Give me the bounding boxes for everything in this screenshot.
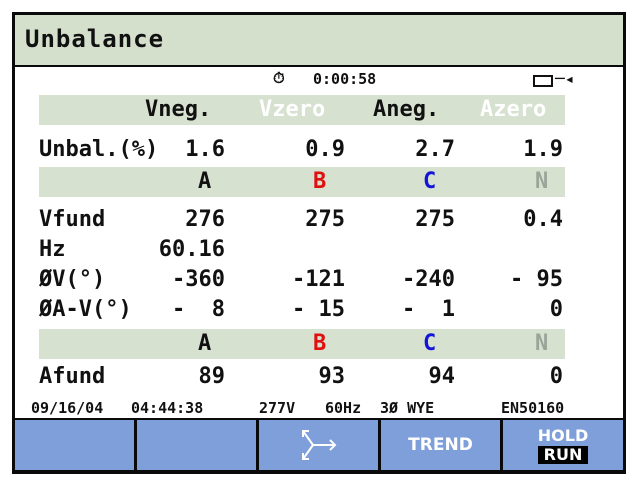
vneg-header: Vneg.: [145, 97, 212, 122]
vfund-c-value: 275: [415, 207, 455, 232]
hz-value: 60.16: [158, 237, 225, 262]
phase-a-label-2: A: [198, 331, 212, 356]
vfund-b-value: 275: [305, 207, 345, 232]
phase-v-label: ØV(°): [39, 267, 106, 292]
phase-band-1: [39, 167, 565, 197]
footer-frequency: 60Hz: [325, 399, 362, 417]
phase-v-c-value: -240: [402, 267, 455, 292]
azero-header: Azero: [480, 97, 547, 122]
phase-n-label-2: N: [535, 331, 549, 356]
phase-av-b-value: - 15: [292, 297, 345, 322]
timer-readout: 0:00:58: [313, 70, 377, 88]
phase-b-label-2: B: [313, 331, 327, 356]
softkey-bar: TREND HOLD RUN: [15, 420, 623, 470]
vfund-label: Vfund: [39, 207, 106, 232]
page-title: Unbalance: [25, 25, 165, 53]
phase-av-c-value: - 1: [402, 297, 455, 322]
mains-plug-icon: ─◂: [555, 69, 575, 88]
unbal-vneg-value: 1.6: [185, 137, 225, 162]
softkey-trend-button[interactable]: TREND: [381, 420, 500, 470]
vector-diagram-icon: [301, 430, 336, 460]
vfund-a-value: 276: [185, 207, 225, 232]
footer-nominal-voltage: 277V: [259, 399, 296, 417]
trend-label: TREND: [408, 435, 473, 455]
afund-a-value: 89: [198, 364, 226, 389]
softkey-hold-run-button[interactable]: HOLD RUN: [503, 420, 623, 470]
phase-band-2: [39, 329, 565, 359]
unbal-aneg-value: 2.7: [415, 137, 455, 162]
unbal-label: Unbal.(%): [39, 137, 159, 162]
softkey-f2[interactable]: [137, 420, 256, 470]
measurement-panel: ⏱ 0:00:58 ─◂ Vneg. Vzero Aneg. Azero Unb…: [15, 67, 623, 418]
afund-label: Afund: [39, 364, 106, 389]
afund-c-value: 94: [428, 364, 456, 389]
unbal-vzero-value: 0.9: [305, 137, 345, 162]
phase-c-label: C: [423, 169, 437, 194]
footer-date: 09/16/04: [31, 399, 104, 417]
afund-b-value: 93: [318, 364, 346, 389]
battery-icon: [533, 75, 553, 87]
footer-time: 04:44:38: [131, 399, 204, 417]
phase-a-label: A: [198, 169, 212, 194]
softkey-vector-button[interactable]: [259, 420, 378, 470]
afund-n-value: 0: [549, 364, 563, 389]
aneg-header: Aneg.: [373, 97, 440, 122]
phase-av-label: ØA-V(°): [39, 297, 132, 322]
hold-label: HOLD: [537, 425, 589, 445]
hz-label: Hz: [39, 237, 66, 262]
unbal-azero-value: 1.9: [523, 137, 563, 162]
title-bar: Unbalance: [15, 15, 623, 65]
vfund-n-value: 0.4: [523, 207, 563, 232]
footer-config: 3Ø WYE: [380, 399, 435, 417]
footer-standard: EN50160: [501, 399, 565, 417]
phase-av-a-value: - 8: [172, 297, 225, 322]
phase-n-label: N: [535, 169, 549, 194]
phase-v-a-value: -360: [172, 267, 225, 292]
phase-c-label-2: C: [423, 331, 437, 356]
stopwatch-icon: ⏱: [273, 69, 285, 87]
phase-av-n-value: 0: [549, 297, 563, 322]
phase-v-n-value: - 95: [510, 267, 563, 292]
header-band: [39, 95, 565, 125]
run-label: RUN: [537, 445, 589, 464]
softkey-f1[interactable]: [15, 420, 134, 470]
phase-b-label: B: [313, 169, 327, 194]
vzero-header: Vzero: [259, 97, 326, 122]
phase-v-b-value: -121: [292, 267, 345, 292]
